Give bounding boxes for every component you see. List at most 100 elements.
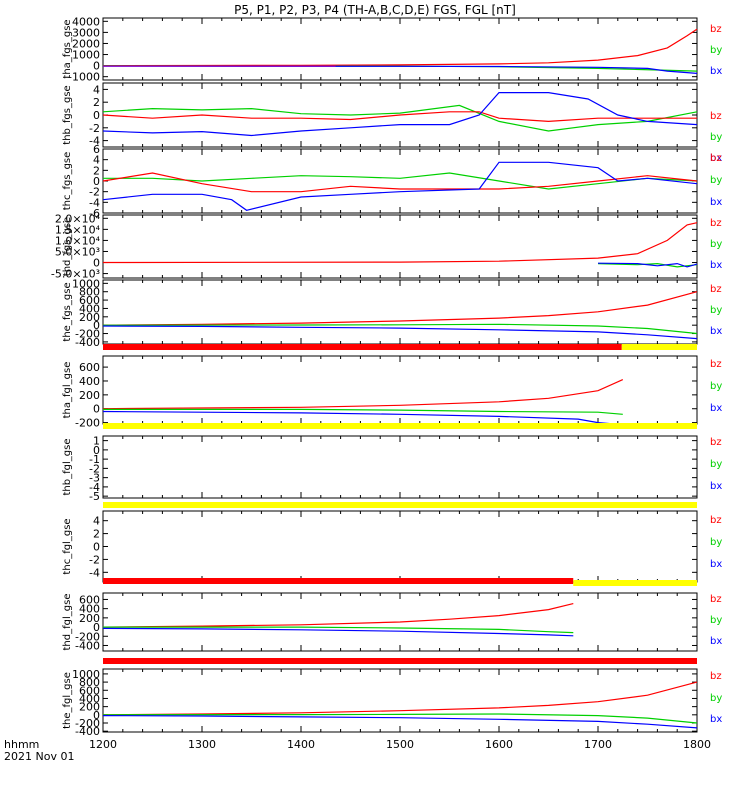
y-tick-label: 200 — [79, 612, 100, 625]
legend-bx: bx — [710, 559, 722, 570]
y-tick-label: 2 — [93, 96, 100, 109]
series-by — [102, 104, 698, 132]
series-bz — [102, 379, 624, 410]
series-bz — [102, 681, 698, 716]
y-tick-label: -400 — [75, 639, 100, 652]
y-tick-label: 0 — [93, 709, 100, 722]
series-bx — [102, 410, 623, 426]
y-tick-label: 600 — [79, 684, 100, 697]
legend-bz: bz — [710, 359, 722, 370]
panel-thc_fgl_gse: 420-2-4 thc_fgl_gse bz by bx — [62, 502, 722, 583]
y-tick-label: 400 — [79, 603, 100, 616]
y-tick-label: 400 — [79, 375, 100, 388]
y-tick-label: -200 — [75, 717, 100, 730]
series-bx — [597, 262, 698, 268]
panel-frame — [102, 214, 698, 279]
y-tick-label: 0 — [93, 109, 100, 122]
legend-by: by — [710, 239, 722, 250]
legend-bz: bz — [710, 24, 722, 35]
legend-by: by — [710, 305, 722, 316]
x-tick-label: 1200 — [89, 738, 117, 751]
y-tick-label: 800 — [79, 676, 100, 689]
series-by — [103, 408, 623, 415]
y-tick-label: 0 — [93, 621, 100, 634]
y-axis-label: thd_fgl_gse — [62, 594, 73, 651]
panel-thd_fgs_gse: 2.0×10⁴1.5×10⁴1.0×10⁴5.0×10³0-5.0×10³thd… — [51, 212, 722, 280]
y-tick-label: 200 — [79, 389, 100, 402]
mode-bar-yellow — [103, 423, 697, 429]
panel-frame — [102, 17, 698, 81]
y-axis-label: the_fgs_gse — [62, 282, 73, 341]
series-by — [103, 626, 574, 634]
x-tick-label: 1700 — [584, 738, 612, 751]
y-axis-label: thb_fgl_gse — [62, 439, 73, 496]
legend-by: by — [710, 537, 722, 548]
mode-bar-yellow — [573, 580, 697, 586]
y-axis-label: thc_fgl_gse — [62, 518, 73, 574]
series-by — [102, 713, 698, 724]
y-tick-label: -400 — [75, 725, 100, 738]
y-tick-label: -4 — [89, 135, 100, 148]
y-tick-label: 400 — [79, 302, 100, 315]
y-tick-label: 2000 — [72, 37, 100, 50]
y-tick-label: 5.0×10³ — [55, 245, 100, 258]
legend-by: by — [710, 175, 722, 186]
y-tick-label: 6 — [93, 143, 100, 156]
series-bz — [102, 111, 697, 123]
y-tick-label: -5.0×10³ — [51, 268, 100, 281]
y-tick-label: 0 — [93, 60, 100, 73]
mode-bar-yellow — [621, 344, 697, 350]
legend-bx: bx — [710, 403, 722, 414]
legend-by: by — [710, 132, 722, 143]
legend-by: by — [710, 615, 722, 626]
y-tick-label: -2 — [89, 186, 100, 199]
series-bx — [102, 627, 574, 637]
y-tick-label: 4 — [93, 83, 100, 96]
y-tick-label: 600 — [79, 294, 100, 307]
y-tick-label: 1000 — [72, 49, 100, 62]
y-tick-label: -2 — [89, 462, 100, 475]
series-bx — [102, 714, 698, 729]
legend-bx: bx — [710, 481, 722, 492]
y-tick-label: 200 — [79, 701, 100, 714]
panel-frame — [102, 279, 698, 345]
legend-by: by — [710, 459, 722, 470]
legend-bx: bx — [710, 153, 722, 164]
y-axis-label: the_fgl_gse — [62, 672, 73, 729]
legend-by: by — [710, 693, 722, 704]
y-tick-label: 1.0×10⁴ — [55, 234, 101, 247]
y-tick-label: -4 — [89, 566, 100, 579]
series-by — [102, 323, 698, 335]
y-tick-label: 4000 — [72, 15, 100, 28]
legend-bx: bx — [710, 326, 722, 337]
legend-bx: bx — [710, 66, 722, 77]
panel-frame — [102, 510, 698, 583]
y-tick-label: 800 — [79, 286, 100, 299]
y-tick-label: -400 — [75, 336, 100, 349]
series-bx — [102, 65, 698, 74]
series-bz — [102, 172, 698, 193]
y-tick-label: 0 — [93, 444, 100, 457]
y-tick-label: 2.0×10⁴ — [55, 212, 101, 225]
legend-bz: bz — [710, 594, 722, 605]
y-tick-label: -6 — [89, 207, 100, 220]
y-tick-label: -2 — [89, 553, 100, 566]
y-tick-label: 600 — [79, 361, 100, 374]
y-axis-label: thc_fgs_gse — [62, 152, 73, 211]
series-bx — [102, 161, 698, 211]
x-axis-label-date: 2021 Nov 01 — [4, 750, 74, 763]
legend-by: by — [710, 45, 722, 56]
y-tick-label: -2 — [89, 122, 100, 135]
mode-bar-red — [103, 578, 574, 584]
legend-bz: bz — [710, 671, 722, 682]
y-tick-label: 400 — [79, 692, 100, 705]
x-tick-label: 1500 — [386, 738, 414, 751]
